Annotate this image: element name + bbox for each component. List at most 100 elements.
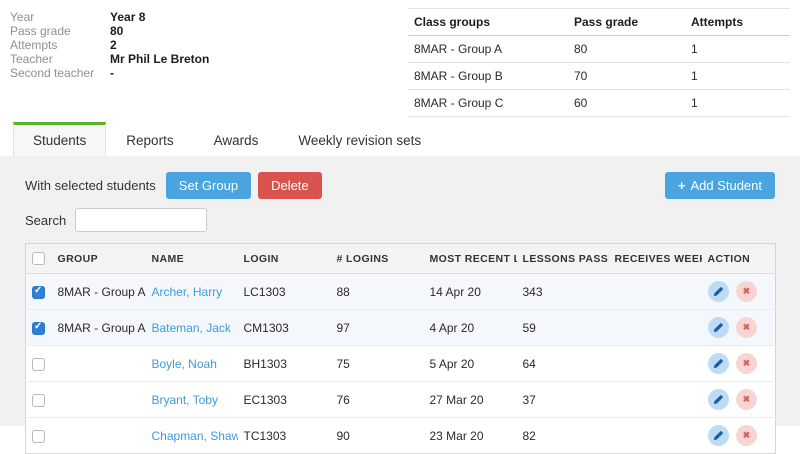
cell-lessons-passed: 82 [516, 417, 609, 454]
class-group-pass: 70 [568, 62, 685, 90]
select-all-checkbox[interactable] [32, 252, 45, 265]
x-icon: ✖ [742, 430, 751, 440]
tab-students[interactable]: Students [13, 122, 107, 157]
row-checkbox[interactable] [32, 393, 45, 407]
cell-login: BH1303 [237, 345, 331, 382]
header-group: GROUP [51, 243, 146, 274]
cell-most-recent: 5 Apr 20 [423, 345, 517, 382]
header-action: ACTION [701, 243, 776, 274]
summary-label: Teacher [10, 52, 53, 66]
table-row: Boyle, Noah BH1303 75 5 Apr 20 64 ✖ [25, 345, 776, 382]
students-header-row: GROUP NAME LOGIN # LOGINS MOST RECENT L.… [25, 243, 776, 274]
tab-bar: Students Reports Awards Weekly revision … [13, 122, 441, 157]
search-label: Search [25, 212, 67, 228]
student-name-link[interactable]: Bateman, Jack [151, 320, 231, 335]
class-group-row: 8MAR - Group A 80 1 [408, 35, 790, 63]
x-icon: ✖ [742, 358, 751, 368]
pencil-icon [713, 430, 723, 441]
class-group-attempts: 1 [685, 89, 790, 117]
pencil-icon [713, 322, 723, 333]
table-row: Bryant, Toby EC1303 76 27 Mar 20 37 ✖ [25, 381, 776, 418]
summary-row-teacher: Teacher Mr Phil Le Breton [10, 52, 209, 66]
remove-student-button[interactable]: ✖ [735, 281, 757, 302]
cell-num-logins: 75 [330, 345, 424, 382]
student-name-link[interactable]: Boyle, Noah [151, 356, 217, 371]
summary-row-year: Year Year 8 [10, 10, 209, 24]
header-name: NAME [145, 243, 238, 274]
student-name-link[interactable]: Chapman, Shawn [151, 428, 238, 443]
summary-label: Attempts [10, 38, 58, 52]
x-icon: ✖ [742, 286, 751, 296]
header-receives-weekly: RECEIVES WEEKL... [608, 243, 702, 274]
cell-lessons-passed: 59 [516, 309, 609, 346]
class-group-row: 8MAR - Group B 70 1 [408, 62, 790, 90]
class-group-name: 8MAR - Group A [408, 35, 568, 63]
summary-value: 80 [110, 24, 124, 38]
edit-student-button[interactable] [707, 281, 729, 302]
summary-value: Year 8 [110, 10, 146, 24]
edit-student-button[interactable] [707, 389, 729, 410]
row-checkbox[interactable] [32, 321, 45, 335]
edit-student-button[interactable] [707, 425, 729, 446]
remove-student-button[interactable]: ✖ [735, 353, 757, 374]
x-icon: ✖ [742, 322, 751, 332]
student-name-link[interactable]: Archer, Harry [151, 284, 223, 299]
remove-student-button[interactable]: ✖ [735, 317, 757, 338]
edit-student-button[interactable] [707, 353, 729, 374]
cell-most-recent: 27 Mar 20 [423, 381, 517, 418]
summary-row-second-teacher: Second teacher - [10, 66, 209, 80]
search-row: Search [25, 208, 775, 232]
row-checkbox[interactable] [32, 357, 45, 371]
cell-receives-weekly [608, 345, 702, 382]
delete-button[interactable]: Delete [258, 172, 322, 199]
summary-value: - [110, 66, 114, 80]
add-student-label: Add Student [690, 178, 762, 193]
x-icon: ✖ [742, 394, 751, 404]
table-row: Chapman, Shawn TC1303 90 23 Mar 20 82 ✖ [25, 417, 776, 454]
cell-login: CM1303 [237, 309, 331, 346]
search-input[interactable] [75, 208, 208, 232]
class-group-name: 8MAR - Group B [408, 62, 568, 90]
cell-receives-weekly [608, 381, 702, 418]
cell-most-recent: 14 Apr 20 [423, 273, 517, 310]
students-panel: With selected students Set Group Delete … [0, 156, 800, 454]
class-groups-panel: Class groups Pass grade Attempts 8MAR - … [408, 8, 790, 117]
row-checkbox[interactable] [32, 285, 45, 299]
cell-receives-weekly [608, 417, 702, 454]
class-group-attempts: 1 [685, 62, 790, 90]
tab-awards[interactable]: Awards [213, 133, 259, 148]
cell-num-logins: 88 [330, 273, 424, 310]
summary-label: Pass grade [10, 24, 71, 38]
add-student-button[interactable]: + Add Student [664, 172, 775, 199]
remove-student-button[interactable]: ✖ [735, 425, 757, 446]
class-groups-table: Class groups Pass grade Attempts 8MAR - … [408, 8, 790, 117]
summary-value: 2 [110, 38, 117, 52]
tab-reports[interactable]: Reports [126, 133, 174, 148]
summary-label: Second teacher [10, 66, 95, 80]
pencil-icon [713, 358, 723, 369]
cell-login: EC1303 [237, 381, 331, 418]
cell-login: LC1303 [237, 273, 331, 310]
remove-student-button[interactable]: ✖ [735, 389, 757, 410]
toolbar: With selected students Set Group Delete … [25, 172, 775, 199]
row-checkbox[interactable] [32, 429, 45, 443]
cell-login: TC1303 [237, 417, 331, 454]
plus-icon: + [677, 178, 686, 193]
header-most-recent: MOST RECENT L... [423, 243, 517, 274]
header-login: LOGIN [237, 243, 331, 274]
student-name-link[interactable]: Bryant, Toby [151, 392, 218, 407]
table-row: 8MAR - Group A Archer, Harry LC1303 88 1… [25, 273, 776, 310]
students-table: GROUP NAME LOGIN # LOGINS MOST RECENT L.… [25, 243, 776, 454]
tab-weekly-revision-sets[interactable]: Weekly revision sets [298, 133, 422, 148]
class-groups-header: Class groups [408, 8, 568, 36]
class-group-name: 8MAR - Group C [408, 89, 568, 117]
header-num-logins: # LOGINS [330, 243, 424, 274]
summary-row-pass-grade: Pass grade 80 [10, 24, 209, 38]
set-group-button[interactable]: Set Group [165, 172, 252, 199]
table-row: 8MAR - Group A Bateman, Jack CM1303 97 4… [25, 309, 776, 346]
class-summary: Year Year 8 Pass grade 80 Attempts 2 Tea… [10, 10, 209, 80]
cell-num-logins: 90 [330, 417, 424, 454]
cell-group [51, 417, 146, 454]
cell-receives-weekly [608, 273, 702, 310]
edit-student-button[interactable] [707, 317, 729, 338]
